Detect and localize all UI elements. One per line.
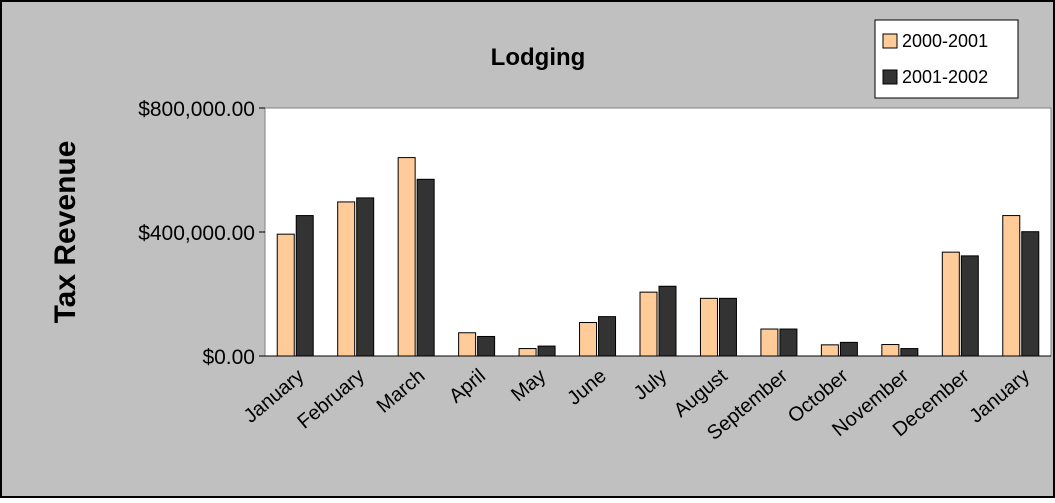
bar-2000-2001-february-1 bbox=[337, 201, 356, 357]
bar-2000-2001-july-6 bbox=[639, 291, 658, 357]
bar-2001-2002-august-7 bbox=[718, 297, 737, 357]
bars bbox=[276, 157, 1040, 357]
legend-swatch-2000-2001 bbox=[882, 33, 898, 49]
y-tick-label: $800,000.00 bbox=[138, 98, 255, 121]
y-axis-label: Tax Revenue bbox=[49, 141, 82, 324]
bar-2000-2001-november-10 bbox=[881, 344, 900, 357]
bar-2001-2002-july-6 bbox=[658, 285, 677, 357]
bar-2001-2002-september-8 bbox=[779, 328, 798, 357]
bar-2000-2001-august-7 bbox=[699, 297, 718, 357]
bar-2000-2001-december-11 bbox=[941, 251, 960, 357]
y-tick-label: $400,000.00 bbox=[138, 222, 255, 245]
y-tick-label: $0.00 bbox=[202, 346, 255, 369]
bar-2000-2001-october-9 bbox=[820, 344, 839, 357]
bar-2001-2002-may-4 bbox=[537, 345, 556, 357]
bar-2000-2001-may-4 bbox=[518, 348, 537, 357]
legend-label-2001-2002: 2001-2002 bbox=[902, 67, 988, 87]
bar-2001-2002-october-9 bbox=[839, 341, 858, 357]
bar-2000-2001-september-8 bbox=[760, 328, 779, 357]
y-axis-ticks: $0.00 $400,000.00 $800,000.00 bbox=[138, 98, 1051, 369]
bar-2001-2002-march-2 bbox=[416, 178, 435, 357]
bar-2000-2001-january-12 bbox=[1002, 215, 1021, 357]
bar-2001-2002-april-3 bbox=[477, 335, 496, 357]
legend-label-2000-2001: 2000-2001 bbox=[902, 31, 988, 51]
bar-2000-2001-june-5 bbox=[579, 322, 598, 357]
bar-2000-2001-april-3 bbox=[458, 332, 477, 357]
bar-2000-2001-january-0 bbox=[276, 233, 295, 357]
bar-2001-2002-november-10 bbox=[900, 348, 919, 357]
legend-swatch-2001-2002 bbox=[882, 69, 898, 85]
legend-box bbox=[874, 19, 1019, 99]
bar-2001-2002-june-5 bbox=[598, 316, 617, 357]
bar-2001-2002-january-12 bbox=[1021, 231, 1040, 357]
chart-title: Lodging bbox=[491, 44, 586, 71]
bar-2001-2002-february-1 bbox=[356, 197, 375, 357]
bar-2001-2002-december-11 bbox=[960, 255, 979, 357]
legend: 2000-2001 2001-2002 bbox=[874, 19, 1019, 99]
bar-2000-2001-march-2 bbox=[397, 157, 416, 357]
plot-area bbox=[264, 107, 1052, 357]
bar-2001-2002-january-0 bbox=[295, 215, 314, 357]
